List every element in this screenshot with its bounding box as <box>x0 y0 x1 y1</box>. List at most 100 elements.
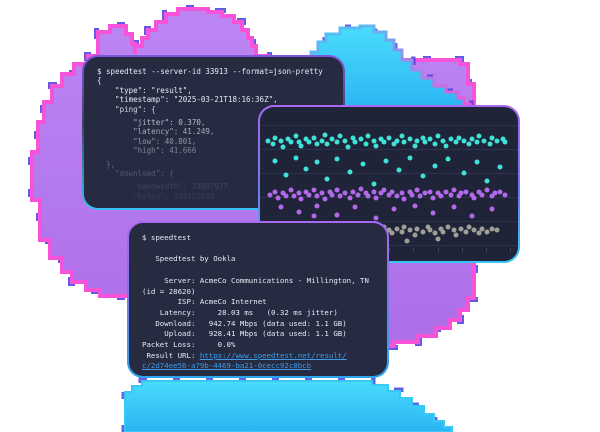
chart-gridline <box>260 220 518 222</box>
scatter-dot-gray-band <box>432 230 438 236</box>
scatter-dot-cyan-band <box>443 143 449 148</box>
scatter-dot-cyan-band <box>500 136 506 142</box>
scatter-dot-purple-band <box>417 193 423 199</box>
scatter-dot-cyan-band <box>363 141 369 147</box>
scatter-dot-gray-band <box>489 226 495 232</box>
scatter-dot-cyan-outliers <box>484 178 490 184</box>
scatter-dot-cyan-band <box>324 141 330 147</box>
scatter-dot-gray-band <box>445 224 451 230</box>
scatter-dot-cyan-band <box>422 139 428 145</box>
scatter-dot-cyan-band <box>352 139 358 145</box>
scatter-dot-purple-band <box>443 189 449 195</box>
scatter-dot-gray-band <box>407 227 413 233</box>
scatter-dot-cyan-band <box>314 141 320 147</box>
result-url-link[interactable]: https://www.speedtest.net/result/ <box>199 350 347 360</box>
scatter-dot-purple-band <box>373 195 379 201</box>
scatter-dot-cyan-band <box>474 139 480 145</box>
scatter-dot-purple-band <box>319 190 325 196</box>
scatter-dot-purple-band <box>365 193 371 199</box>
scatter-dot-gray-band <box>471 227 477 233</box>
scatter-dot-cyan-band <box>481 138 487 144</box>
scatter-dot-cyan-band <box>489 135 495 141</box>
scatter-dot-cyan-band <box>456 135 462 141</box>
scatter-dot-cyan-band <box>399 133 405 139</box>
terminal-line: Server: AcmeCo Communications - Millingt… <box>142 276 374 287</box>
scatter-dot-cyan-band <box>334 139 340 145</box>
terminal-text: ISP: AcmeCo Internet <box>142 297 267 307</box>
scatter-dot-purple-band <box>288 187 294 193</box>
scatter-dot-cyan-outliers <box>324 176 330 182</box>
scatter-dot-purple-band <box>303 189 309 195</box>
terminal-window-result-surface: $ speedtest Speedtest by Ookla Server: A… <box>129 223 387 376</box>
scatter-dot-purple-band <box>329 192 335 198</box>
scatter-dot-purple-band <box>334 187 340 193</box>
terminal-line: c/2d74ee56-a79b-4469-ba21-0cecc92c8bcb <box>142 361 374 372</box>
scatter-dot-cyan-band <box>329 136 335 142</box>
scatter-dot-cyan-band <box>386 135 392 141</box>
scatter-dot-cyan-band <box>337 133 343 139</box>
scatter-dot-gray-band <box>401 224 407 230</box>
chart-axis-tick <box>389 247 390 252</box>
scatter-dot-cyan-band <box>278 138 284 144</box>
scatter-dot-cyan-band <box>427 136 433 142</box>
scatter-dot-gray-band <box>440 229 446 235</box>
scatter-dot-cyan-band <box>306 139 312 145</box>
scatter-dot-cyan-band <box>270 141 276 147</box>
scatter-dot-cyan-outliers <box>445 156 451 162</box>
scatter-dot-cyan-band <box>401 139 407 145</box>
scatter-dot-gray-band <box>451 227 456 233</box>
scatter-dot-gray-band <box>394 226 400 232</box>
chart-axis-tick <box>437 247 439 252</box>
scatter-dot-gray-band <box>414 226 420 232</box>
terminal-line <box>142 244 374 255</box>
result-url-link[interactable]: c/2d74ee56-a79b-4469-ba21-0cecc92c8bcb <box>142 361 312 371</box>
scatter-dot-cyan-band <box>466 141 472 147</box>
scatter-dot-purple-band <box>471 195 477 201</box>
scatter-dot-cyan-band <box>272 135 278 141</box>
scatter-dot-cyan-band <box>461 138 467 144</box>
scatter-dot-purple-band <box>456 193 462 199</box>
scatter-dot-cyan-band <box>448 136 454 142</box>
scatter-dot-purple-band <box>394 193 400 199</box>
terminal-window-result: $ speedtest Speedtest by Ookla Server: A… <box>127 221 389 378</box>
scatter-dot-purple-band <box>283 193 289 199</box>
scatter-dot-cyan-band <box>358 136 364 142</box>
terminal-text: Server: AcmeCo Communications - Millingt… <box>142 275 369 285</box>
scatter-dot-cyan-outliers <box>420 173 426 179</box>
terminal-text: (id = 28620) <box>142 286 196 296</box>
scatter-dot-cyan-band <box>394 138 400 144</box>
scatter-dot-purple-band <box>401 196 407 202</box>
scatter-dot-cyan-band <box>280 144 286 150</box>
chart-gridline <box>260 244 518 246</box>
scatter-dot-purple-band <box>427 189 433 195</box>
scatter-dot-purple-band <box>497 189 503 195</box>
scatter-dot-purple-band <box>463 189 469 195</box>
scatter-dot-purple-band <box>280 190 286 196</box>
scatter-dot-gray-band <box>453 232 459 238</box>
scatter-dot-cyan-band <box>322 132 327 138</box>
scatter-dot-purple-outliers <box>430 210 436 216</box>
terminal-line: "timestamp": "2025-03-21T18:16:36Z", <box>97 95 278 105</box>
terminal-text: $ speedtest <box>142 233 191 242</box>
scatter-dot-purple-outliers <box>334 212 340 218</box>
scatter-dot-cyan-band <box>435 133 441 139</box>
scatter-dot-purple-band <box>469 192 475 198</box>
scatter-dot-gray-band <box>458 226 464 232</box>
scatter-dot-cyan-outliers <box>314 159 320 165</box>
terminal-line: Result URL: https://www.speedtest.net/re… <box>142 351 374 362</box>
scatter-dot-cyan-band <box>371 138 377 144</box>
scatter-dot-purple-band <box>451 187 456 193</box>
chart-axis-tick <box>510 247 512 252</box>
scatter-dot-purple-band <box>386 192 392 198</box>
scatter-dot-cyan-outliers <box>283 172 289 178</box>
terminal-line: Download: 942.74 Mbps (data used: 1.1 GB… <box>142 319 374 330</box>
scatter-dot-cyan-band <box>440 138 446 144</box>
chart-gridline <box>260 124 518 126</box>
scatter-dot-cyan-outliers <box>334 156 340 162</box>
scatter-dot-gray-band <box>412 232 418 238</box>
scatter-plot-area <box>260 107 518 261</box>
scatter-dot-cyan-band <box>265 138 271 144</box>
scatter-dot-purple-band <box>438 193 444 199</box>
scatter-dot-cyan-band <box>293 133 299 139</box>
